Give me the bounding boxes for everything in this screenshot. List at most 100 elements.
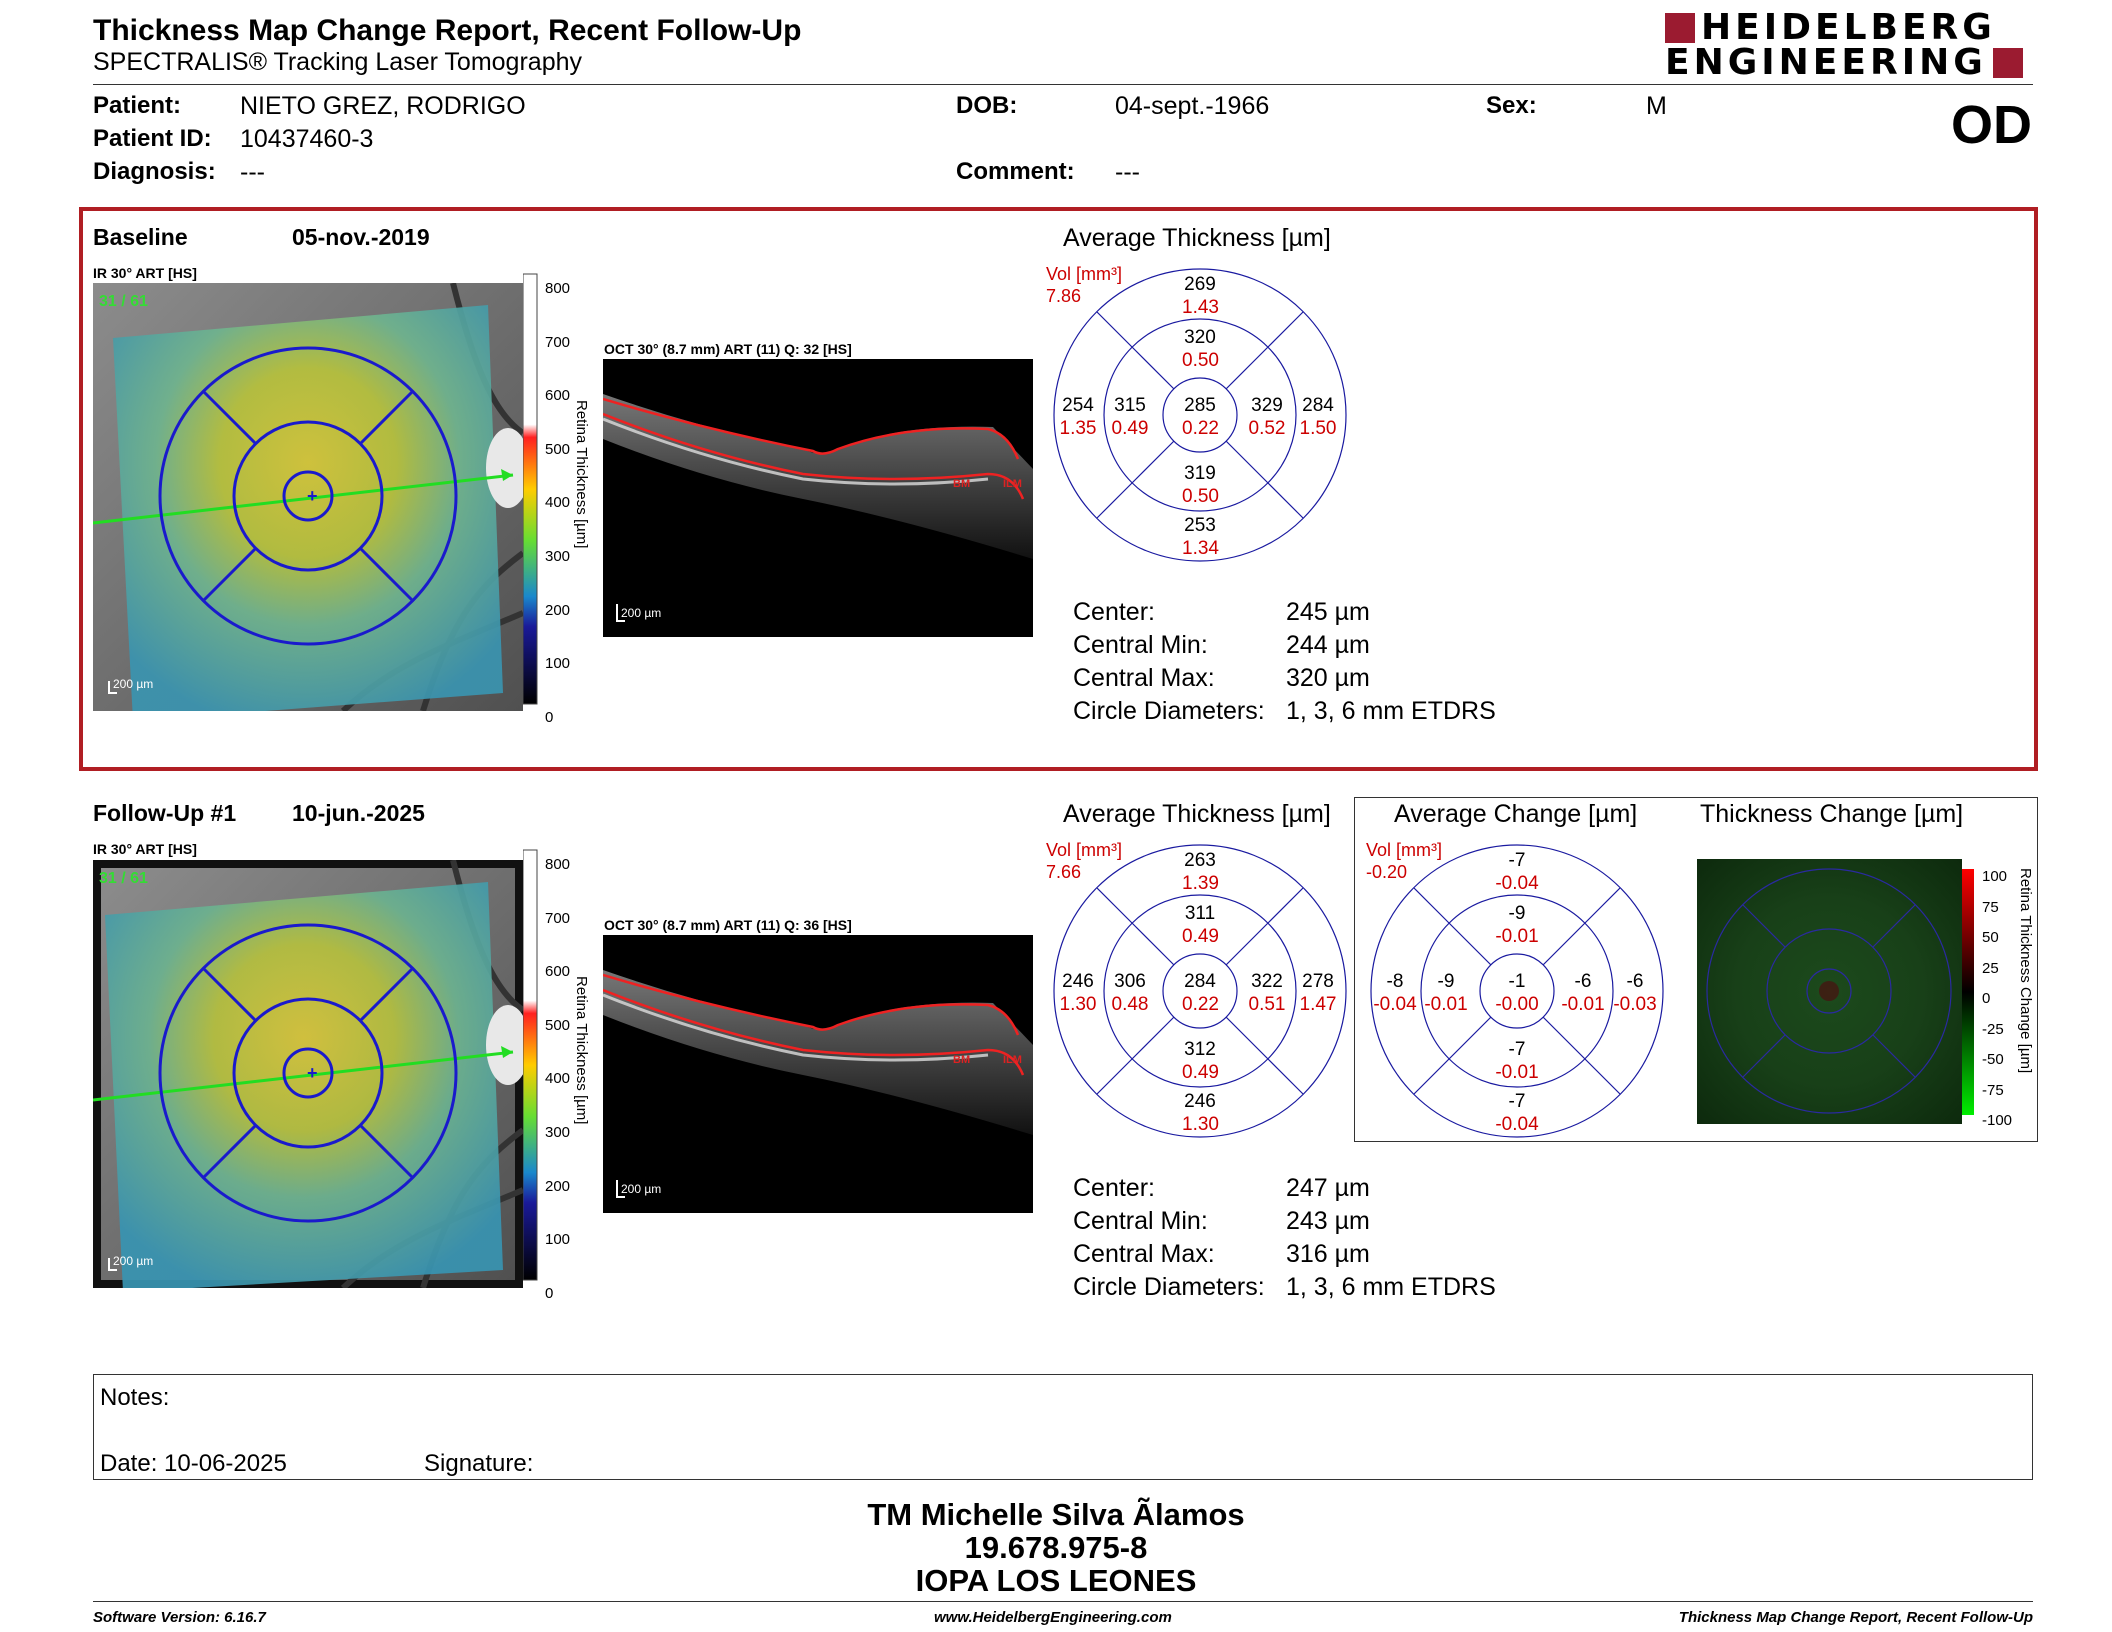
baseline-vol-label: Vol [mm³] [1046,264,1123,284]
colorbar-tick: -75 [1982,1081,2004,1099]
followup-thickness-map[interactable]: + 31 / 61 200 µm [92,859,530,1292]
followup-frame-counter: 31 / 61 [99,870,148,887]
change-inner-inferior: -7 -0.01 [1495,1039,1539,1083]
colorbar-tick: 200 [545,601,571,619]
stat-value: 247 µm [1286,1174,1370,1202]
colorbar-tick: 700 [545,333,571,351]
grid-outer-inferior: 253 1.34 [1182,515,1219,559]
signature-label: Signature: [424,1450,534,1477]
followup-map-scale: 200 µm [113,1254,153,1268]
change-colorbar-title: Retina Thickness Change [µm] [2017,868,2034,1074]
colorbar-tick: 100 [1982,868,2008,885]
followup-vol-value: 7.66 [1046,862,1082,882]
followup-stats: Center: Central Min: Central Max: Circle… [1073,1172,1265,1304]
grid-outer-inferior: 246 1.30 [1182,1091,1219,1135]
followup-ir-label: IR 30° ART [HS] [93,841,197,857]
stat-value: 245 µm [1286,598,1370,626]
baseline-oct-scale: 200 µm [621,606,661,620]
baseline-frame-counter: 31 / 61 [99,293,148,310]
footer-software-version: Software Version: 6.16.7 [93,1609,266,1626]
diagnosis-value: --- [240,158,265,186]
change-grid-title: Average Change [µm] [1394,800,1638,828]
baseline-label: Baseline [93,224,188,250]
baseline-vol-value: 7.86 [1046,286,1082,306]
diagnosis-label: Diagnosis: [93,158,216,185]
followup-thickness-colorbar [522,848,583,1288]
logo-square-icon [1665,13,1695,43]
grid-inner-inferior: 312 0.49 [1182,1039,1219,1083]
colorbar-tick: 400 [545,494,571,512]
svg-text:BM: BM [953,1054,970,1066]
colorbar-tick: 800 [545,856,571,873]
followup-oct-scale: 200 µm [621,1182,661,1196]
colorbar-tick: 100 [545,1231,571,1249]
grid-inner-inferior: 319 0.50 [1182,463,1219,507]
dob-label: DOB: [956,92,1018,119]
baseline-map-scale: 200 µm [113,677,153,691]
followup-oct-scan[interactable]: BM ILM 200 µm [602,935,1033,1213]
notes-label: Notes: [100,1384,170,1411]
baseline-etdrs-grid [1052,267,1348,563]
logo-line1: HEIDELBERG [1701,7,1996,48]
grid-inner-nasal: 329 0.52 [1248,395,1286,439]
comment-value: --- [1115,158,1140,186]
followup-colorbar-title: Retina Thickness [µm] [573,976,590,1125]
signer-rut: 19.678.975-8 [964,1530,1148,1565]
followup-colorbar-ticks: 800 700 600 500 400 300 200 100 0 [545,838,570,1320]
baseline-thickness-colorbar [522,272,583,712]
colorbar-tick: 50 [1982,929,1999,946]
grid-inner-temporal: 315 0.49 [1111,395,1149,439]
notes-box[interactable] [93,1374,2033,1480]
svg-text:BM: BM [953,478,970,490]
baseline-colorbar-ticks: 800 700 600 500 400 300 200 100 0 [545,262,570,744]
stat-label: Central Max: [1073,1240,1215,1268]
stat-label: Circle Diameters: [1073,1273,1265,1301]
colorbar-tick: 500 [545,440,571,458]
change-outer-nasal: -6 -0.03 [1613,971,1657,1015]
colorbar-tick: -50 [1982,1051,2004,1068]
thickness-change-map[interactable] [1697,859,1962,1124]
grid-outer-temporal: 246 1.30 [1059,971,1097,1015]
colorbar-tick: 400 [545,1070,571,1088]
baseline-ir-label: IR 30° ART [HS] [93,265,197,281]
patient-name: NIETO GREZ, RODRIGO [240,92,526,120]
svg-text:+: + [307,486,318,506]
stat-value: 320 µm [1286,664,1370,692]
colorbar-tick: 0 [1982,990,1991,1007]
followup-date: 10-jun.-2025 [292,800,425,826]
colorbar-tick: 600 [545,387,571,405]
baseline-thickness-map[interactable]: + 31 / 61 200 µm [92,282,530,721]
colorbar-tick: 100 [545,655,571,673]
stat-label: Center: [1073,598,1155,626]
stat-label: Circle Diameters: [1073,697,1265,725]
signer-org: IOPA LOS LEONES [915,1563,1197,1598]
followup-grid-title: Average Thickness [µm] [1063,800,1331,828]
change-etdrs-grid [1369,843,1665,1139]
baseline-stat-values: 245 µm 244 µm 320 µm 1, 3, 6 mm ETDRS [1286,596,1496,728]
header-divider [93,84,2033,85]
followup-etdrs-grid [1052,843,1348,1139]
change-inner-temporal: -9 -0.01 [1424,971,1468,1015]
followup-stat-values: 247 µm 243 µm 316 µm 1, 3, 6 mm ETDRS [1286,1172,1496,1304]
baseline-oct-scan[interactable]: BM ILM 200 µm [602,359,1033,637]
change-inner-superior: -9 -0.01 [1495,903,1539,947]
colorbar-tick: 200 [545,1177,571,1195]
colorbar-tick: -100 [1982,1112,2013,1129]
notes-date: Date: 10-06-2025 [100,1450,287,1477]
footer-website-link[interactable]: www.HeidelbergEngineering.com [934,1609,1172,1626]
eye-indicator: OD [1951,95,2032,155]
grid-center: 285 0.22 [1182,395,1219,439]
stat-label: Central Min: [1073,1207,1208,1235]
colorbar-tick: 700 [545,909,571,927]
stat-value: 1, 3, 6 mm ETDRS [1286,1273,1496,1301]
patient-label: Patient: [93,92,182,119]
patient-id-label: Patient ID: [93,125,212,152]
change-vol-label: Vol [mm³] [1366,840,1443,860]
stat-value: 244 µm [1286,631,1370,659]
change-panel [1354,797,2038,1142]
followup-oct-label: OCT 30° (8.7 mm) ART (11) Q: 36 [HS] [604,917,852,933]
baseline-section [79,207,2038,771]
report-title: Thickness Map Change Report, Recent Foll… [93,14,802,47]
baseline-oct-label: OCT 30° (8.7 mm) ART (11) Q: 32 [HS] [604,341,852,357]
stat-label: Central Max: [1073,664,1215,692]
